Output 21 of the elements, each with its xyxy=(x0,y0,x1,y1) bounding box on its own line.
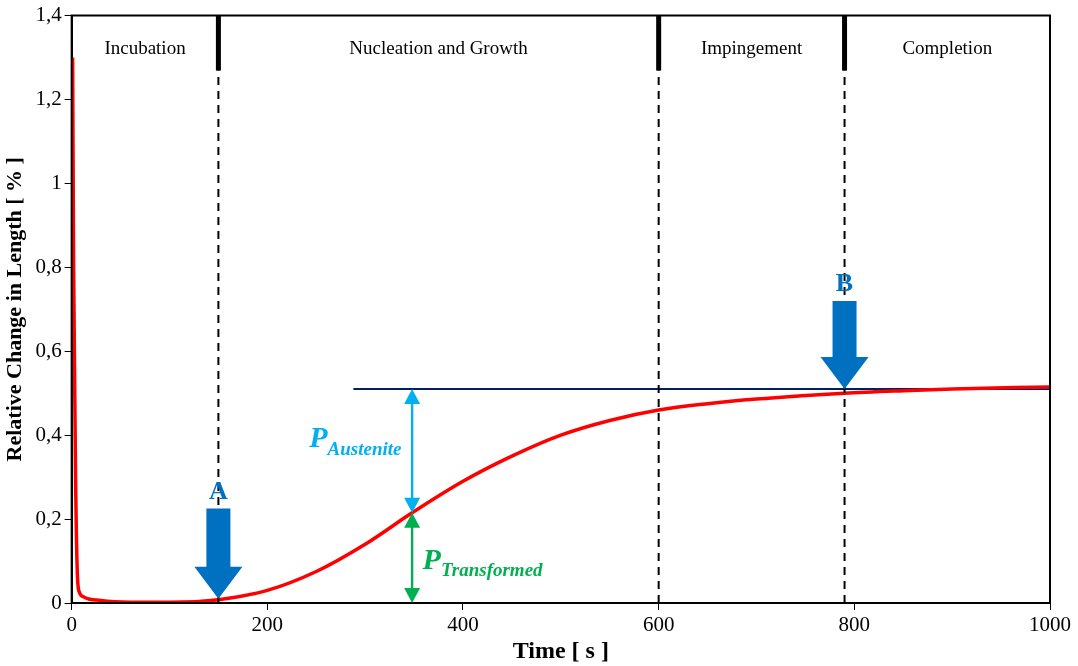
x-tick-label: 600 xyxy=(642,612,675,637)
x-axis-title: Time [ s ] xyxy=(512,636,609,663)
x-tick-label: 1000 xyxy=(1029,612,1071,637)
x-tick-label: 200 xyxy=(251,612,284,637)
annotation: Completion xyxy=(902,37,993,59)
y-tick-label: 1 xyxy=(51,169,62,194)
x-tick-label: 400 xyxy=(447,612,479,637)
y-axis-title: Relative Change in Length [ % ] xyxy=(0,157,26,462)
y-tick-label: 0 xyxy=(51,589,62,614)
y-tick-label: 0,8 xyxy=(35,253,62,278)
x-tick-label: 800 xyxy=(838,612,871,637)
y-tick-label: 0,2 xyxy=(35,505,62,530)
annotation: Nucleation and Growth xyxy=(349,37,529,59)
y-tick-label: 1,2 xyxy=(35,86,62,111)
annotation: Impingement xyxy=(700,37,803,59)
y-tick-label: 0,6 xyxy=(35,337,62,362)
y-tick-label: 0,4 xyxy=(35,421,63,446)
annotation: A xyxy=(209,475,229,505)
y-tick-label: 1,4 xyxy=(35,2,63,27)
annotation: Incubation xyxy=(104,37,187,59)
annotation: B xyxy=(835,267,854,297)
